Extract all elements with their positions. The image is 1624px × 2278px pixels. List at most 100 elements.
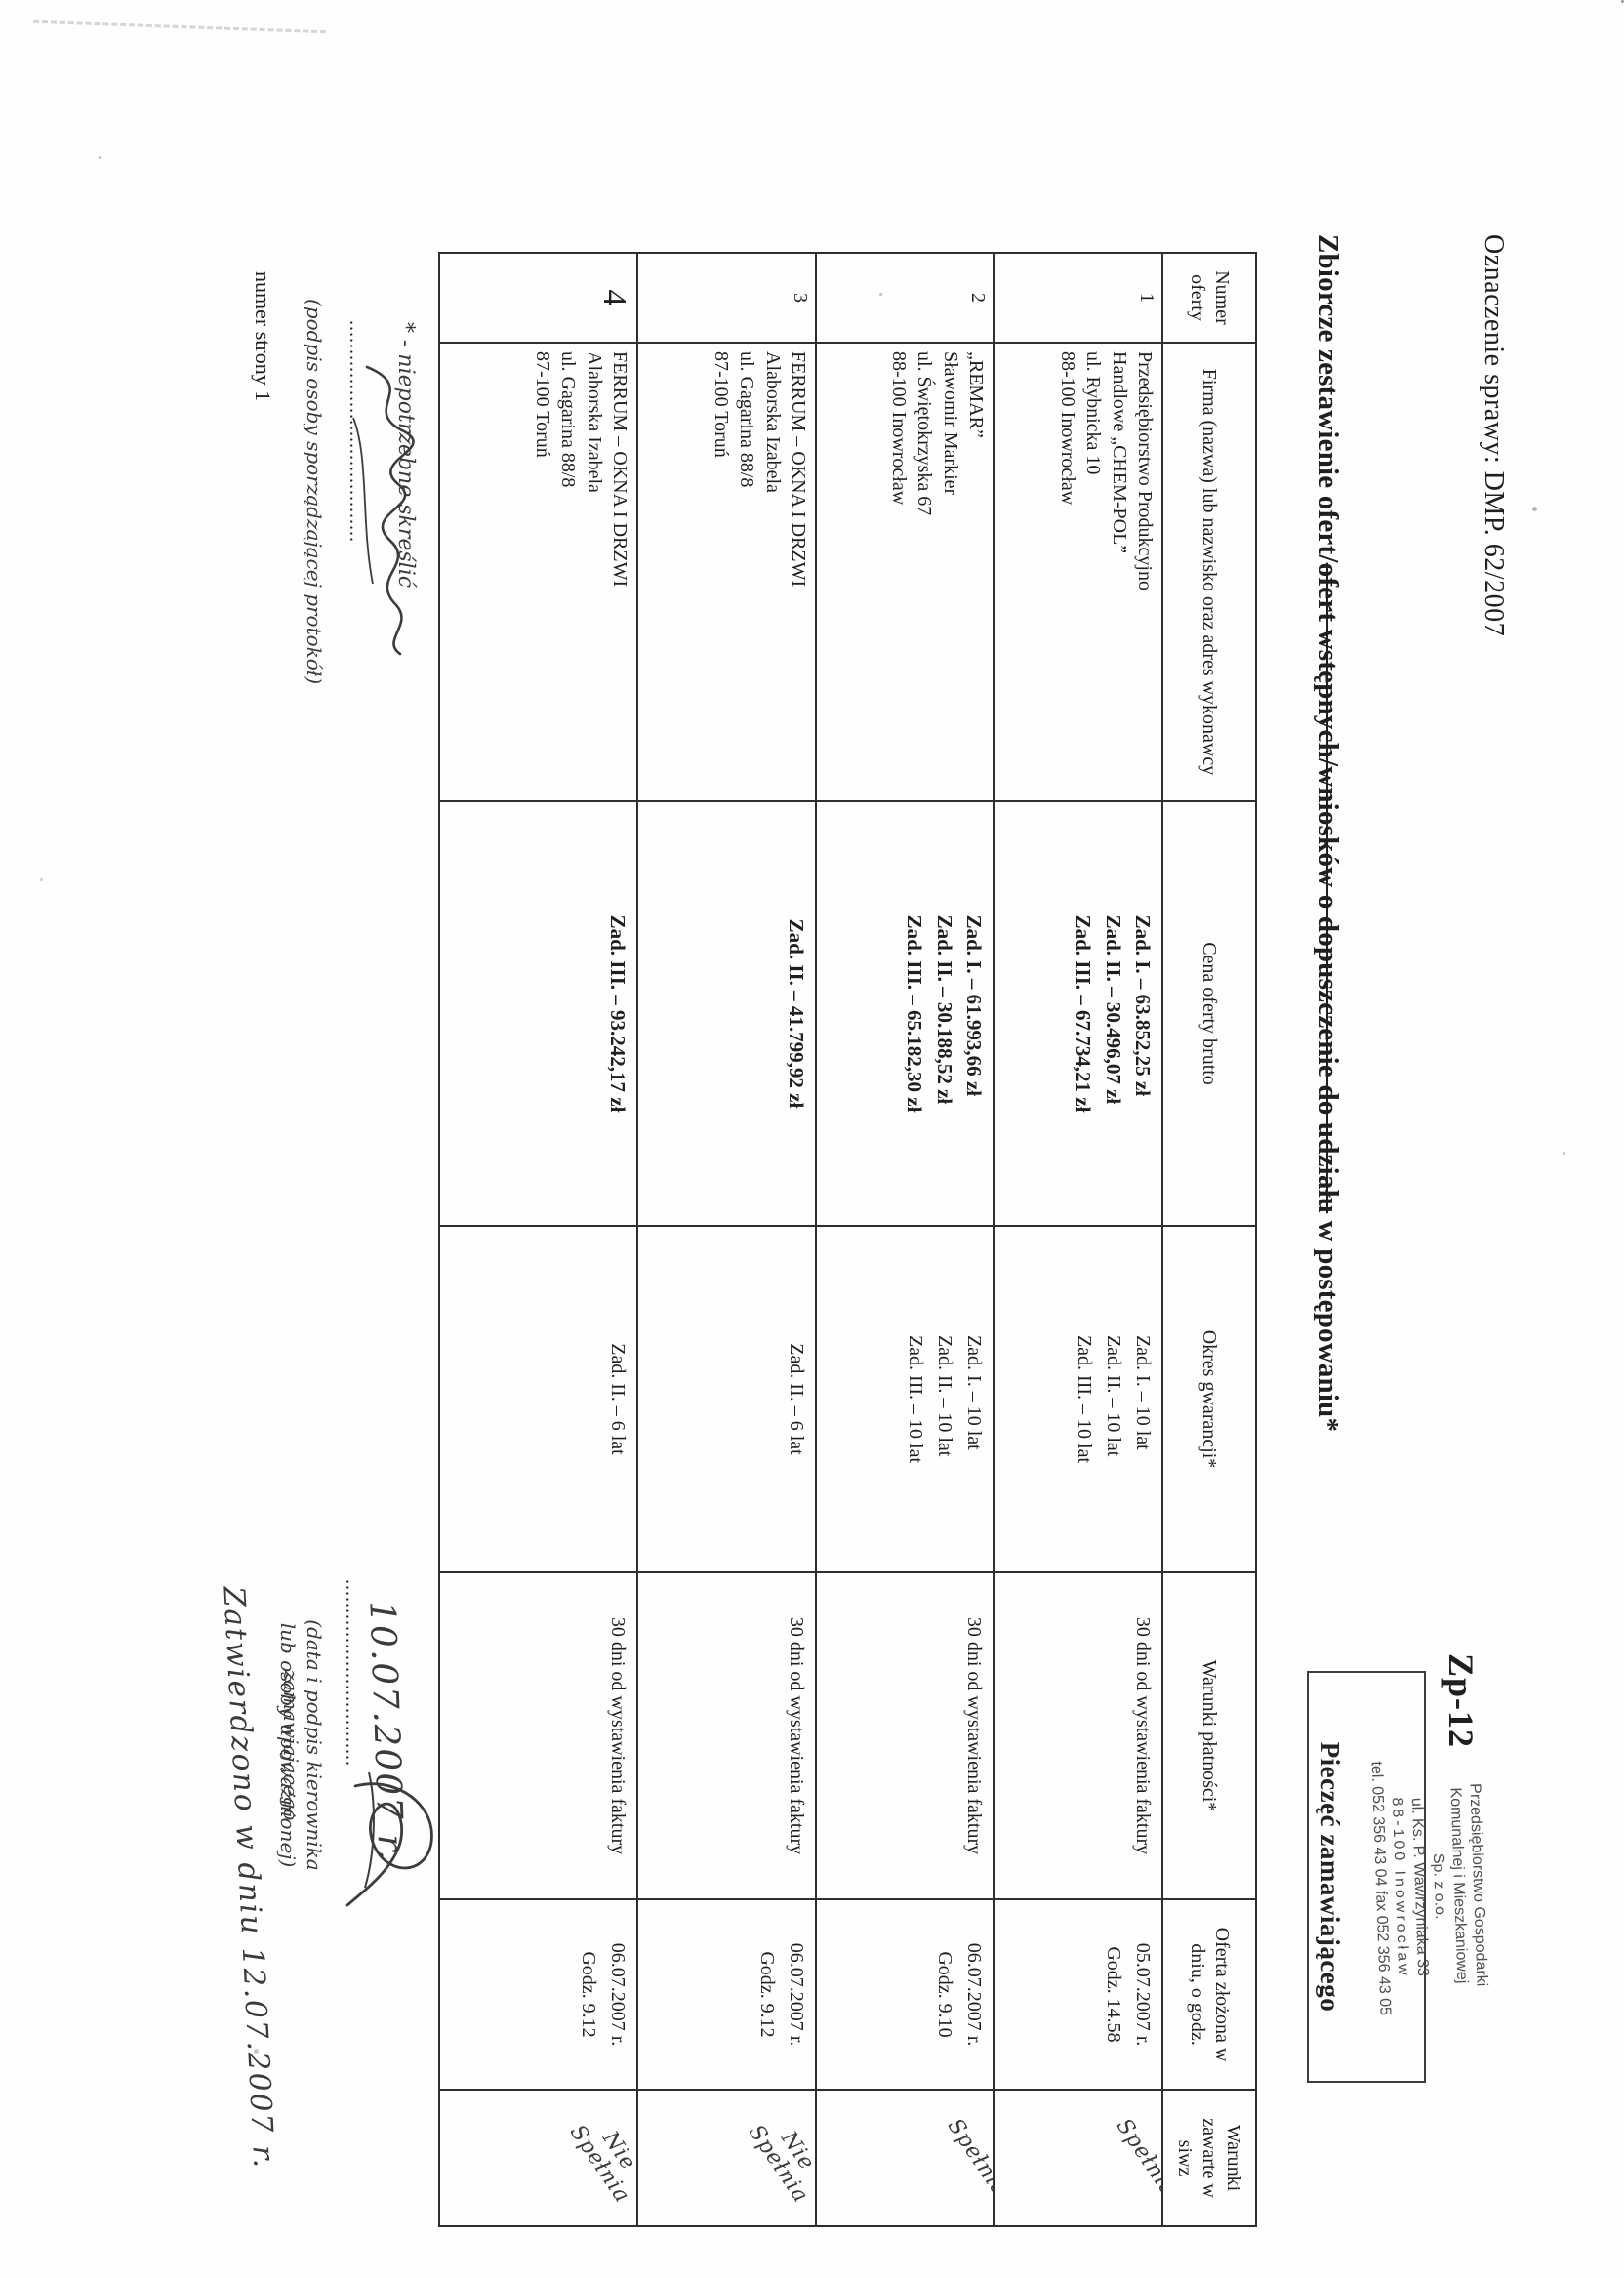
signature-dotted-line: ......................................	[345, 320, 367, 543]
title-normal-end: w postępowaniu*	[1313, 1213, 1344, 1433]
preparer-signature-scribble	[352, 365, 415, 656]
warranty-line: Zad. II. – 6 lat	[786, 1343, 807, 1455]
contractor-line: ul. Gagarina 88/8	[736, 351, 758, 488]
price-line: Zad. I. – 61.993,66 zł	[962, 915, 986, 1097]
contractor-line: Przedsiębiorstwo Produkcyjno	[1134, 351, 1156, 590]
submission-time: Godz. 9.10	[934, 1951, 955, 2038]
price-cell: Zad. II. – 41.799,92 zł	[637, 801, 816, 1226]
payment-terms-cell: 30 dni od wystawienia faktury	[994, 1572, 1162, 1899]
contractor-cell: „REMAR” Sławomir Markier ul. Świętokrzys…	[816, 343, 994, 801]
siwz-cell: Nie Spełnia	[439, 2090, 637, 2226]
col-header-platnosc: Warunki płatności*	[1162, 1572, 1256, 1899]
submission-time: Godz. 9.12	[578, 1951, 599, 2038]
price-line: Zad. III. – 67.734,21 zł	[1072, 915, 1096, 1113]
submission-date: 06.07.2007 r.	[607, 1942, 629, 2047]
contractor-cell: Przedsiębiorstwo Produkcyjno Handlowe „C…	[994, 343, 1162, 801]
warranty-line: Zad. II. – 10 lat	[1103, 1334, 1124, 1457]
handwritten-siwz-note: Nie Spełnia	[743, 2120, 816, 2208]
preparer-caption: (podpis osoby sporządzającej protokół)	[303, 299, 326, 685]
table-row: 4 FERRUM – OKNA I DRZWI Alaborska Izabel…	[439, 253, 637, 2226]
offer-number: 2	[816, 253, 994, 343]
price-line: Zad. II. – 30.496,07 zł	[1101, 915, 1125, 1105]
offer-number: 4	[439, 253, 637, 343]
table-row: 2 „REMAR” Sławomir Markier ul. Świętokrz…	[816, 253, 994, 2226]
col-header-numer: Numer oferty	[1162, 253, 1256, 343]
stamp-box-label: Pieczęć zamawiającego	[1316, 1741, 1345, 2013]
submission-date: 06.07.2007 r.	[786, 1942, 807, 2047]
price-line: Zad. I. – 63.852,25 zł	[1131, 915, 1155, 1097]
contractor-line: Handlowe „CHEM-POL”	[1108, 351, 1130, 554]
offer-number: 3	[637, 253, 816, 343]
warranty-line: Zad. I. – 10 lat	[1132, 1334, 1154, 1450]
warranty-cell: Zad. I. – 10 lat Zad. II. – 10 lat Zad. …	[994, 1226, 1162, 1572]
contractor-line: FERRUM – OKNA I DRZWI	[788, 351, 809, 588]
scan-edge-artifact	[33, 20, 326, 36]
price-line: Zad. III. – 65.182,30 zł	[903, 915, 927, 1113]
contractor-line: FERRUM – OKNA I DRZWI	[609, 351, 630, 588]
contractor-line: Alaborska Izabela	[761, 351, 784, 493]
warranty-line: Zad. II. – 10 lat	[934, 1334, 955, 1457]
handwritten-siwz-note: Nie Spełnia	[564, 2120, 637, 2208]
siwz-cell: Spełnia	[994, 2090, 1162, 2226]
approval-dotted-line: ................................	[342, 1579, 363, 1767]
warranty-line: Zad. III. – 10 lat	[1074, 1334, 1095, 1464]
col-header-siwz: Warunki zawarte w siwz	[1162, 2090, 1256, 2226]
title-normal-start: Zbiorcze zestawienie ofert/	[1313, 234, 1344, 563]
warranty-line: Zad. II. – 6 lat	[607, 1343, 629, 1455]
handwritten-siwz-note: Spełnia	[1111, 2114, 1162, 2202]
submission-date: 05.07.2007 r.	[1132, 1942, 1154, 2047]
document-title: Zbiorcze zestawienie ofert/ofert wstępny…	[1312, 234, 1344, 1432]
col-header-cena: Cena oferty brutto	[1162, 801, 1256, 1226]
col-header-firma: Firma (nazwa) lub nazwisko oraz adres wy…	[1162, 343, 1256, 801]
submission-time: Godz. 14.58	[1103, 1946, 1124, 2043]
submission-cell: 06.07.2007 r. Godz. 9.12	[439, 1899, 637, 2090]
table-header-row: Numer oferty Firma (nazwa) lub nazwisko …	[1162, 253, 1256, 2226]
handwritten-siwz-note: Spełnia	[942, 2114, 994, 2202]
price-cell: Zad. I. – 63.852,25 zł Zad. II. – 30.496…	[994, 801, 1162, 1226]
manager-paraph-signature	[345, 1771, 433, 1907]
price-line: Zad. III. – 93.242,17 zł	[606, 915, 629, 1113]
col-header-gwarancja: Okres gwarancji*	[1162, 1226, 1256, 1572]
table-row: 3 FERRUM – OKNA I DRZWI Alaborska Izabel…	[637, 253, 816, 2226]
offers-table: Numer oferty Firma (nazwa) lub nazwisko …	[438, 252, 1257, 2227]
contractor-cell: FERRUM – OKNA I DRZWI Alaborska Izabela …	[637, 343, 816, 801]
submission-date: 06.07.2007 r.	[963, 1942, 985, 2047]
table-row: 1 Przedsiębiorstwo Produkcyjno Handlowe …	[994, 253, 1162, 2226]
company-stamp: Przedsiębiorstwo Gospodarki Komunalnej i…	[1364, 1703, 1494, 2070]
contractor-line: ul. Rybnicka 10	[1082, 351, 1105, 475]
contractor-line: ul. Gagarina 88/8	[557, 351, 580, 488]
siwz-cell: Spełnia	[816, 2090, 994, 2226]
submission-time: Godz. 9.12	[756, 1951, 778, 2038]
submission-cell: 06.07.2007 r. Godz. 9.12	[637, 1899, 816, 2090]
siwz-cell: Nie Spełnia	[637, 2090, 816, 2226]
page-number: numer strony 1	[251, 271, 275, 402]
warranty-line: Zad. III. – 10 lat	[905, 1334, 926, 1464]
contractor-line: 88-100 Inowrocław	[887, 351, 910, 506]
contractor-line: 87-100 Toruń	[531, 351, 553, 458]
price-line: Zad. II. – 41.799,92 zł	[785, 918, 808, 1109]
submission-cell: 06.07.2007 r. Godz. 9.10	[816, 1899, 994, 2090]
warranty-cell: Zad. II. – 6 lat	[637, 1226, 816, 1572]
case-designation: Oznaczenie sprawy: DMP. 62/2007	[1479, 234, 1509, 637]
warranty-line: Zad. I. – 10 lat	[963, 1334, 985, 1450]
contractor-line: Alaborska Izabela	[583, 351, 605, 493]
warranty-cell: Zad. II. – 6 lat	[439, 1226, 637, 1572]
handwritten-approval-note: Zatwierdzono w dniu 12.07.2007 r.	[216, 1585, 281, 2171]
price-cell: Zad. I. – 61.993,66 zł Zad. II. – 30.188…	[816, 801, 994, 1226]
price-cell: Zad. III. – 93.242,17 zł	[439, 801, 637, 1226]
warranty-cell: Zad. I. – 10 lat Zad. II. – 10 lat Zad. …	[816, 1226, 994, 1572]
offer-number: 1	[994, 253, 1162, 343]
col-header-zlozona: Oferta złożona w dniu, o godz.	[1162, 1899, 1256, 2090]
price-line: Zad. II. – 30.188,52 zł	[932, 915, 956, 1105]
title-struck-text: ofert wstępnych/wniosków o dopuszczenie …	[1313, 562, 1344, 1214]
payment-terms-cell: 30 dni od wystawienia faktury	[816, 1572, 994, 1899]
payment-terms-cell: 30 dni od wystawienia faktury	[637, 1572, 816, 1899]
contractor-line: 88-100 Inowrocław	[1056, 351, 1078, 506]
contractor-line: 87-100 Toruń	[710, 351, 732, 458]
submission-cell: 05.07.2007 r. Godz. 14.58	[994, 1899, 1162, 2090]
contractor-cell: FERRUM – OKNA I DRZWI Alaborska Izabela …	[439, 343, 637, 801]
manager-caption-line2: lub osoby upoważnionej)	[276, 1622, 300, 1868]
contractor-line: „REMAR”	[965, 351, 987, 438]
contractor-line: Sławomir Markier	[939, 351, 961, 496]
